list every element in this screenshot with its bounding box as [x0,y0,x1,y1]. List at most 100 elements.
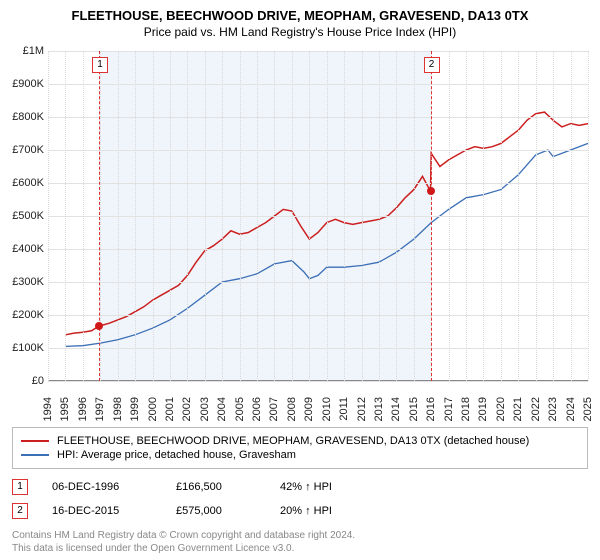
gridline-v [153,51,154,381]
footer: Contains HM Land Registry data © Crown c… [12,529,588,555]
x-axis-label: 2004 [216,397,228,421]
sale-marker-line [431,51,432,381]
y-axis-label: £500K [0,210,44,222]
gridline-v [274,51,275,381]
chart-container: FLEETHOUSE, BEECHWOOD DRIVE, MEOPHAM, GR… [0,0,600,555]
sales-date: 16-DEC-2015 [52,505,152,517]
gridline-v [344,51,345,381]
gridline-h [48,51,588,52]
legend: FLEETHOUSE, BEECHWOOD DRIVE, MEOPHAM, GR… [12,427,588,469]
legend-item: HPI: Average price, detached house, Grav… [21,448,579,462]
sale-marker-dot [95,322,103,330]
sales-price: £166,500 [176,481,256,493]
gridline-h [48,315,588,316]
x-axis-label: 2020 [495,397,507,421]
x-axis-label: 1994 [42,397,54,421]
y-axis-label: £200K [0,309,44,321]
y-axis-label: £700K [0,144,44,156]
legend-label: HPI: Average price, detached house, Grav… [57,449,579,461]
x-axis-label: 2007 [268,397,280,421]
x-axis-label: 1998 [112,397,124,421]
gridline-v [309,51,310,381]
gridline-v [83,51,84,381]
gridline-h [48,84,588,85]
sales-hpi: 20% ↑ HPI [280,505,370,517]
sales-number-box: 1 [12,479,28,495]
gridline-h [48,381,588,382]
x-axis-label: 1996 [77,397,89,421]
legend-swatch [21,454,49,456]
gridline-v [257,51,258,381]
gridline-v [65,51,66,381]
y-axis-label: £1M [0,45,44,57]
x-axis-label: 2015 [408,397,420,421]
x-axis-label: 2021 [512,397,524,421]
plot-region: 12 [48,51,588,381]
gridline-v [100,51,101,381]
x-axis-label: 2010 [321,397,333,421]
gridline-v [135,51,136,381]
y-axis-label: £0 [0,375,44,387]
gridline-v [588,51,589,381]
legend-label: FLEETHOUSE, BEECHWOOD DRIVE, MEOPHAM, GR… [57,435,579,447]
x-axis-label: 2016 [425,397,437,421]
x-axis-label: 2013 [373,397,385,421]
x-axis-label: 2000 [147,397,159,421]
gridline-v [553,51,554,381]
gridline-h [48,282,588,283]
gridline-v [536,51,537,381]
gridline-h [48,183,588,184]
gridline-v [292,51,293,381]
legend-item: FLEETHOUSE, BEECHWOOD DRIVE, MEOPHAM, GR… [21,434,579,448]
gridline-h [48,150,588,151]
gridline-v [449,51,450,381]
gridline-v [222,51,223,381]
sales-hpi: 42% ↑ HPI [280,481,370,493]
chart-title: FLEETHOUSE, BEECHWOOD DRIVE, MEOPHAM, GR… [0,0,600,23]
x-axis-label: 1995 [59,397,71,421]
y-axis-label: £300K [0,276,44,288]
gridline-v [327,51,328,381]
sales-row: 1 06-DEC-1996 £166,500 42% ↑ HPI [12,475,588,499]
gridline-v [483,51,484,381]
sale-marker-dot [427,187,435,195]
chart-subtitle: Price paid vs. HM Land Registry's House … [0,23,600,43]
gridline-v [571,51,572,381]
x-axis-label: 1997 [94,397,106,421]
x-axis-label: 2011 [338,397,350,421]
x-axis-label: 2002 [181,397,193,421]
y-axis-label: £800K [0,111,44,123]
gridline-v [501,51,502,381]
gridline-v [170,51,171,381]
gridline-v [205,51,206,381]
sales-price: £575,000 [176,505,256,517]
y-axis-label: £100K [0,342,44,354]
sale-marker-box: 2 [424,57,440,73]
gridline-v [518,51,519,381]
gridline-v [379,51,380,381]
gridline-h [48,249,588,250]
x-axis-label: 2003 [199,397,211,421]
sale-marker-box: 1 [92,57,108,73]
x-axis-label: 2025 [582,397,594,421]
x-axis-label: 1999 [129,397,141,421]
chart-area: 12 £0£100K£200K£300K£400K£500K£600K£700K… [0,43,600,423]
sale-marker-line [99,51,100,381]
sales-table: 106-DEC-1996£166,50042% ↑ HPI216-DEC-201… [12,475,588,523]
x-axis-label: 2005 [234,397,246,421]
x-axis-label: 2012 [356,397,368,421]
x-axis-label: 2024 [565,397,577,421]
x-axis-label: 2019 [477,397,489,421]
y-axis-label: £600K [0,177,44,189]
x-axis-label: 2014 [390,397,402,421]
sales-date: 06-DEC-1996 [52,481,152,493]
gridline-v [396,51,397,381]
gridline-v [118,51,119,381]
x-axis-label: 2022 [530,397,542,421]
x-axis-label: 2017 [443,397,455,421]
x-axis-label: 2001 [164,397,176,421]
gridline-v [414,51,415,381]
y-axis-label: £900K [0,78,44,90]
gridline-h [48,348,588,349]
sales-row: 216-DEC-2015£575,00020% ↑ HPI [12,499,588,523]
